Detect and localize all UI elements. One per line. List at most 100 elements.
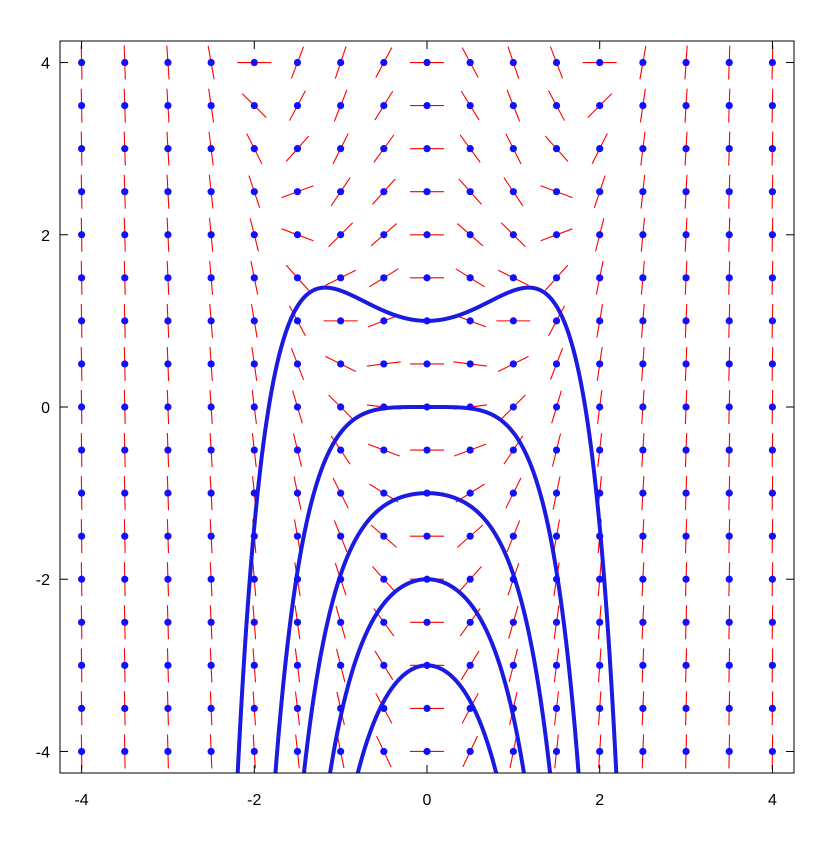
grid-dot (251, 274, 258, 281)
grid-dot (467, 102, 474, 109)
grid-dot (78, 533, 85, 540)
grid-dot (726, 403, 733, 410)
grid-dot (639, 102, 646, 109)
grid-dot (510, 446, 517, 453)
grid-dot (294, 188, 301, 195)
grid-dot (208, 231, 215, 238)
grid-dot (682, 317, 689, 324)
grid-dot (467, 360, 474, 367)
grid-dot (251, 317, 258, 324)
grid-dot (682, 533, 689, 540)
grid-dot (380, 446, 387, 453)
grid-dot (251, 748, 258, 755)
grid-dot (294, 533, 301, 540)
grid-dot (423, 317, 430, 324)
grid-dot (596, 188, 603, 195)
grid-dot (682, 490, 689, 497)
grid-dot (769, 619, 776, 626)
grid-dot (769, 662, 776, 669)
grid-dot (726, 446, 733, 453)
grid-dot (553, 446, 560, 453)
grid-dot (726, 59, 733, 66)
grid-dot (208, 59, 215, 66)
grid-dot (726, 188, 733, 195)
grid-dot (251, 59, 258, 66)
grid-dot (208, 145, 215, 152)
grid-dot (208, 360, 215, 367)
grid-dot (78, 188, 85, 195)
grid-dot (380, 748, 387, 755)
grid-dot (769, 145, 776, 152)
grid-dot (423, 403, 430, 410)
grid-dot (682, 446, 689, 453)
grid-dot (337, 274, 344, 281)
grid-dot (510, 59, 517, 66)
grid-dot (510, 188, 517, 195)
grid-dot (596, 360, 603, 367)
grid-dot (596, 748, 603, 755)
grid-dot (251, 403, 258, 410)
grid-dot (596, 446, 603, 453)
grid-dot (423, 533, 430, 540)
grid-dot (121, 446, 128, 453)
grid-dot (769, 490, 776, 497)
grid-dot (467, 317, 474, 324)
grid-dot (639, 59, 646, 66)
grid-dot (208, 317, 215, 324)
grid-dot (510, 231, 517, 238)
x-tick-label: -4 (74, 792, 88, 809)
grid-dot (639, 403, 646, 410)
grid-dot (208, 662, 215, 669)
grid-dot (510, 102, 517, 109)
grid-dot (251, 533, 258, 540)
grid-dot (164, 59, 171, 66)
grid-dot (553, 490, 560, 497)
grid-dot (596, 59, 603, 66)
grid-dot (682, 102, 689, 109)
grid-dot (510, 403, 517, 410)
grid-dot (78, 317, 85, 324)
grid-dot (639, 360, 646, 367)
grid-dot (682, 231, 689, 238)
grid-dot (510, 360, 517, 367)
grid-dot (164, 533, 171, 540)
grid-dot (769, 360, 776, 367)
grid-dot (769, 446, 776, 453)
x-tick-label: -2 (247, 792, 261, 809)
grid-dot (294, 662, 301, 669)
grid-dot (251, 446, 258, 453)
grid-dot (251, 705, 258, 712)
grid-dot (380, 490, 387, 497)
grid-dot (639, 446, 646, 453)
grid-dot (208, 490, 215, 497)
grid-dot (510, 490, 517, 497)
grid-dot (726, 145, 733, 152)
grid-dot (682, 59, 689, 66)
grid-dot (208, 576, 215, 583)
grid-dot (639, 619, 646, 626)
grid-dot (294, 360, 301, 367)
grid-dot (682, 705, 689, 712)
grid-dot (121, 274, 128, 281)
grid-dot (121, 145, 128, 152)
grid-dot (467, 533, 474, 540)
grid-dot (639, 145, 646, 152)
grid-dot (726, 748, 733, 755)
grid-dot (553, 403, 560, 410)
grid-dot (121, 102, 128, 109)
grid-dot (639, 317, 646, 324)
grid-dot (769, 102, 776, 109)
grid-dot (769, 274, 776, 281)
grid-dot (337, 403, 344, 410)
grid-dot (423, 576, 430, 583)
grid-dot (121, 403, 128, 410)
grid-dot (726, 533, 733, 540)
grid-dot (78, 274, 85, 281)
grid-dot (423, 360, 430, 367)
grid-dot (78, 102, 85, 109)
grid-dot (726, 576, 733, 583)
grid-dot (682, 274, 689, 281)
grid-dot (380, 533, 387, 540)
grid-dot (164, 231, 171, 238)
grid-dot (337, 576, 344, 583)
